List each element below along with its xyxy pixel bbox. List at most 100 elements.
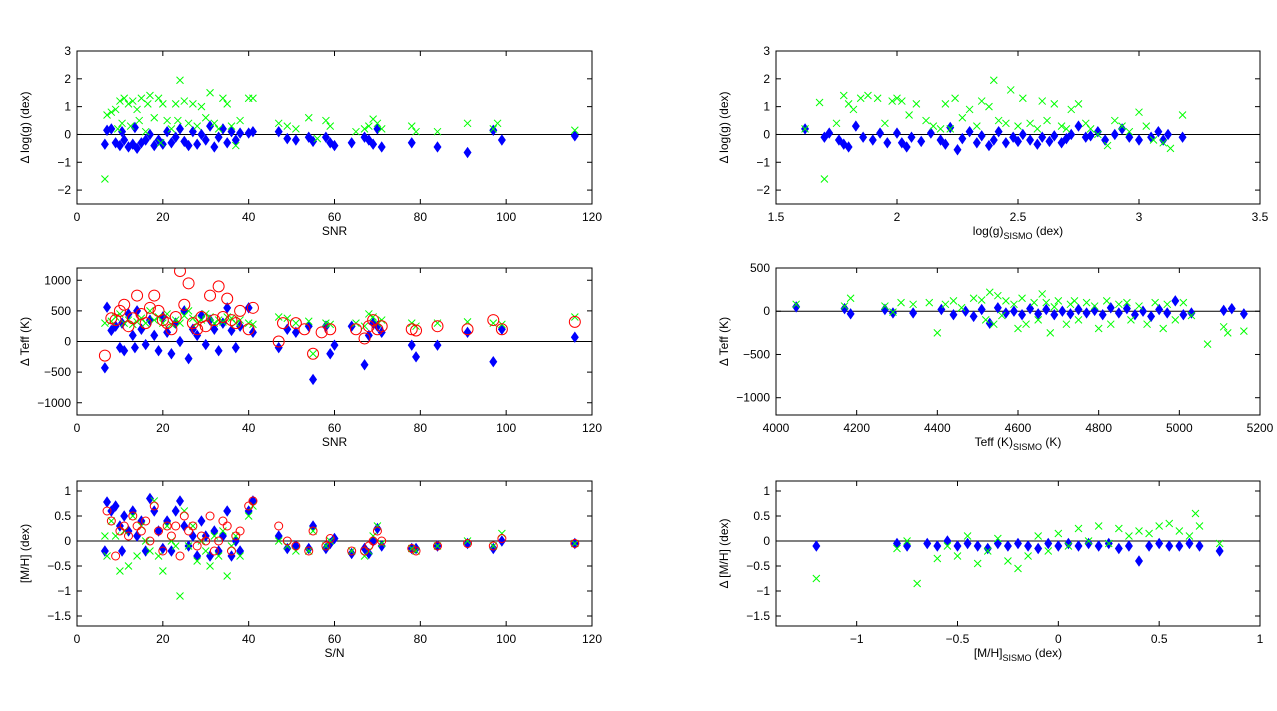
data-point [154, 94, 163, 103]
data-point [119, 521, 129, 531]
data-point [158, 567, 167, 575]
x-tick-label: 60 [328, 632, 342, 646]
data-point [192, 541, 202, 551]
y-tick-label: 1 [763, 484, 770, 498]
data-point [812, 574, 821, 583]
y-tick-label: 1000 [44, 273, 71, 287]
data-point [498, 529, 506, 538]
data-point [1004, 557, 1012, 565]
data-point [107, 108, 116, 117]
y-tick-label: 0 [64, 127, 71, 141]
data-point [158, 546, 168, 556]
data-point [1175, 527, 1184, 535]
data-point [925, 298, 934, 307]
data-point [145, 536, 155, 546]
data-point [214, 125, 223, 133]
data-point [124, 308, 133, 320]
data-point [347, 137, 356, 149]
data-point [325, 534, 335, 543]
data-point [1024, 540, 1033, 552]
data-point [993, 291, 1002, 300]
data-point [107, 517, 116, 525]
data-point [141, 127, 150, 136]
x-tick-label: 3 [1136, 210, 1143, 224]
data-point [98, 349, 111, 362]
data-point [274, 119, 283, 128]
data-point [133, 552, 141, 560]
data-point [347, 547, 356, 560]
data-point [227, 546, 236, 556]
panel-6: −1 −0.5 0 0.5 1 1 0.5 0 −0.5 −1 −1.5 [M/H]SISMO (de… [717, 480, 1264, 663]
data-point [223, 505, 232, 517]
y-tick-label: −1000 [37, 396, 71, 410]
data-point [1151, 298, 1159, 307]
data-point [154, 344, 163, 357]
data-point [1022, 320, 1030, 329]
data-point [1171, 295, 1180, 307]
data-point [1147, 310, 1156, 323]
data-point [322, 116, 330, 125]
data-point [951, 94, 959, 103]
data-point [377, 539, 386, 548]
data-point [1074, 524, 1083, 533]
data-point [126, 122, 135, 130]
data-point [412, 547, 420, 555]
data-point [133, 105, 141, 114]
x-tick-label: 2 [894, 210, 901, 224]
data-point [352, 319, 360, 327]
data-point [375, 320, 388, 333]
data-point [407, 137, 416, 149]
data-point [171, 542, 180, 550]
data-point [221, 292, 234, 305]
data-point [227, 125, 236, 138]
data-point [186, 317, 199, 330]
data-point [120, 510, 129, 522]
data-point [1044, 547, 1053, 555]
panel-4: 1.5 2 2.5 3 3.5 3 2 1 0 −1 −2 log(g)SISMO (dex) Δ lo… [717, 44, 1269, 241]
data-point [1122, 302, 1131, 315]
data-point [148, 289, 161, 302]
data-point [994, 125, 1003, 138]
data-point [431, 320, 444, 333]
data-point [1062, 132, 1071, 145]
data-point [139, 317, 152, 330]
data-point [100, 138, 109, 150]
data-point [161, 317, 174, 330]
data-point [120, 344, 129, 357]
data-point [120, 94, 129, 103]
data-point [1034, 316, 1043, 324]
data-points [100, 492, 580, 600]
data-point [141, 338, 150, 351]
data-point [201, 134, 210, 146]
data-point [201, 113, 210, 122]
data-point [957, 303, 966, 312]
data-point [291, 134, 300, 146]
data-point [1155, 522, 1164, 530]
data-point [154, 526, 164, 536]
data-point [347, 547, 356, 555]
x-tick-label: 20 [156, 421, 170, 435]
data-point [570, 539, 579, 548]
series-2 [792, 288, 1248, 348]
data-point [111, 500, 120, 512]
data-point [1044, 537, 1053, 550]
data-point [322, 542, 330, 550]
data-point [304, 547, 313, 555]
data-point [184, 119, 193, 128]
data-point [101, 319, 109, 327]
data-point [364, 122, 373, 130]
data-point [289, 317, 302, 330]
x-tick-label: 60 [328, 421, 342, 435]
data-point [909, 300, 917, 309]
data-point [205, 511, 215, 521]
data-point [1185, 532, 1194, 540]
data-point [840, 302, 849, 315]
data-point [174, 116, 182, 125]
y-tick-label: −1 [57, 155, 71, 169]
data-point [463, 146, 472, 159]
data-point [133, 142, 142, 155]
data-point [274, 313, 283, 321]
data-point [298, 323, 311, 336]
data-point [1135, 302, 1143, 310]
